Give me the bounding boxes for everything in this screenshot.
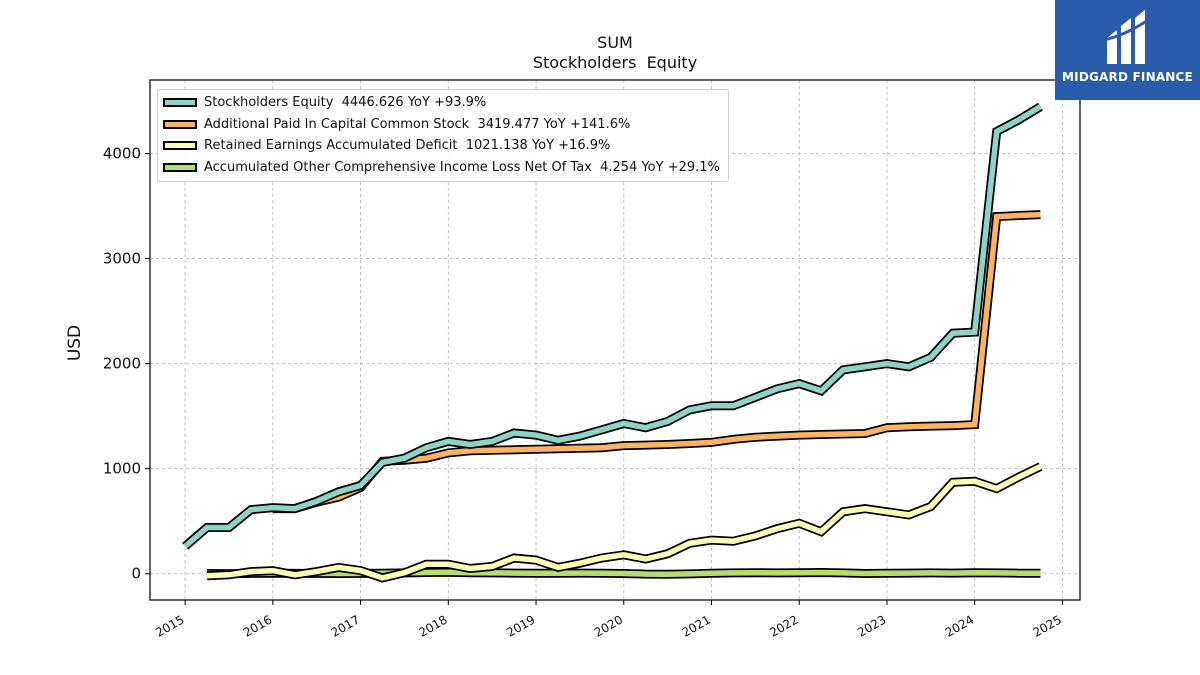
y-axis-label: USD bbox=[65, 325, 85, 361]
logo-mark-icon bbox=[1102, 10, 1152, 64]
y-tick-label: 4000 bbox=[103, 145, 141, 163]
legend-item: Additional Paid In Capital Common Stock … bbox=[163, 114, 720, 136]
x-tick-label: 2023 bbox=[855, 612, 888, 639]
x-tick-label: 2020 bbox=[592, 612, 625, 639]
y-tick-label: 3000 bbox=[103, 250, 141, 268]
legend-swatch bbox=[163, 119, 197, 129]
legend-swatch bbox=[163, 141, 197, 151]
x-tick-label: 2024 bbox=[943, 612, 976, 639]
x-tick-label: 2022 bbox=[767, 612, 800, 639]
x-tick-label: 2015 bbox=[153, 612, 186, 639]
legend-label: Additional Paid In Capital Common Stock … bbox=[204, 116, 631, 132]
y-tick-label: 1000 bbox=[103, 460, 141, 478]
x-tick-label: 2016 bbox=[241, 612, 274, 639]
midgard-finance-logo: MIDGARD FINANCE bbox=[1055, 0, 1200, 100]
legend-item: Accumulated Other Comprehensive Income L… bbox=[163, 157, 720, 179]
legend-label: Stockholders Equity 4446.626 YoY +93.9% bbox=[204, 95, 487, 111]
chart-title: SUM bbox=[597, 33, 633, 52]
y-tick-label: 2000 bbox=[103, 355, 141, 373]
series-lines bbox=[182, 102, 1043, 583]
legend-swatch bbox=[163, 162, 197, 172]
y-tick-label: 0 bbox=[131, 565, 141, 583]
series-line-0 bbox=[183, 104, 1042, 549]
plot-frame bbox=[149, 79, 1081, 601]
legend-label: Retained Earnings Accumulated Deficit 10… bbox=[204, 138, 611, 154]
x-tick-label: 2021 bbox=[680, 612, 713, 639]
chart-subtitle: Stockholders Equity bbox=[533, 53, 697, 72]
x-tick-label: 2017 bbox=[329, 612, 362, 639]
logo-text: MIDGARD FINANCE bbox=[1062, 70, 1193, 84]
x-tick-label: 2025 bbox=[1030, 612, 1063, 639]
legend: Stockholders Equity 4446.626 YoY +93.9% A… bbox=[157, 89, 729, 182]
x-tick-label: 2019 bbox=[504, 612, 537, 639]
legend-swatch bbox=[163, 98, 197, 108]
series-line-2 bbox=[206, 464, 1042, 581]
series-line-3 bbox=[206, 569, 1041, 577]
legend-item: Retained Earnings Accumulated Deficit 10… bbox=[163, 135, 720, 157]
x-tick-label: 2018 bbox=[416, 612, 449, 639]
legend-label: Accumulated Other Comprehensive Income L… bbox=[204, 159, 720, 175]
legend-item: Stockholders Equity 4446.626 YoY +93.9% bbox=[163, 92, 720, 114]
